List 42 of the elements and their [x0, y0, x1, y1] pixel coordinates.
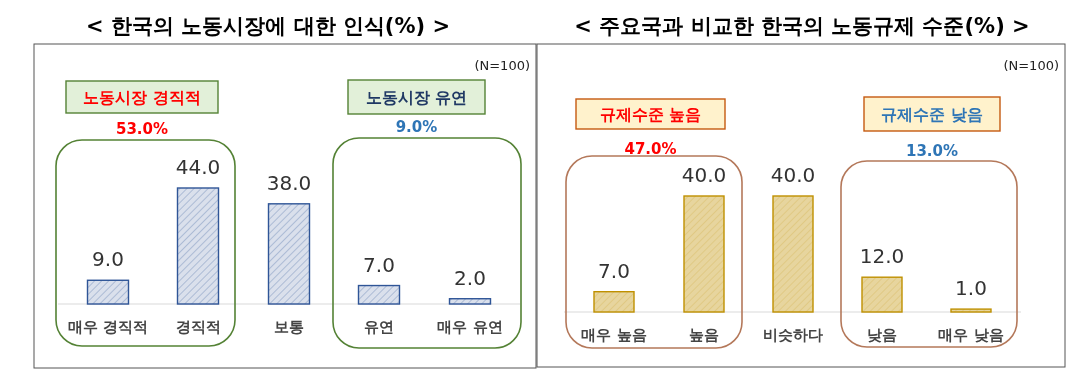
- data-label: 1.0: [955, 276, 987, 301]
- data-label: 12.0: [859, 244, 905, 269]
- bar: [861, 276, 903, 313]
- bar: [593, 291, 635, 313]
- text: 노동시장 경직적: [83, 88, 201, 107]
- text: 노동시장 유연: [365, 88, 468, 107]
- x-tick-label: 비슷하다: [763, 326, 823, 344]
- data-label: 38.0: [266, 170, 312, 195]
- data-label: 44.0: [175, 155, 221, 179]
- text: (N=100): [1003, 58, 1059, 73]
- data-label: 7.0: [363, 252, 395, 277]
- bar: [772, 195, 814, 313]
- x-tick-label: 매우 경직적: [67, 318, 149, 336]
- text: 47.0%: [624, 140, 677, 158]
- text: 규제수준 높음: [599, 105, 702, 124]
- x-tick-label: 경직적: [175, 318, 221, 336]
- text: 9.0%: [395, 118, 438, 136]
- x-tick-label: 유연: [364, 318, 394, 336]
- data-label: 9.0: [92, 247, 124, 272]
- bar: [357, 284, 401, 305]
- chart-title: < 한국의 노동시장에 대한 인식(%) >: [86, 14, 450, 38]
- bar: [950, 308, 992, 313]
- bar: [448, 298, 492, 305]
- data-label: 7.0: [598, 258, 630, 283]
- bar: [683, 195, 725, 313]
- x-tick-label: 높음: [689, 326, 719, 344]
- x-tick-label: 매우 높음: [581, 326, 647, 344]
- text: (N=100): [474, 58, 530, 73]
- x-tick-label: 매우 유연: [437, 318, 503, 336]
- x-tick-label: 매우 낮음: [938, 326, 1004, 344]
- data-label: 40.0: [770, 163, 816, 187]
- x-tick-label: 보통: [274, 318, 304, 336]
- data-label: 2.0: [454, 265, 486, 290]
- bar: [176, 187, 220, 305]
- x-tick-label: 낮음: [867, 326, 897, 344]
- data-label: 40.0: [681, 163, 727, 187]
- text: 규제수준 낮음: [881, 105, 983, 124]
- bar: [86, 279, 130, 305]
- chart-title: < 주요국과 비교한 한국의 노동규제 수준(%) >: [574, 14, 1030, 38]
- bar: [267, 203, 311, 305]
- text: 53.0%: [115, 120, 169, 138]
- text: 13.0%: [905, 142, 959, 160]
